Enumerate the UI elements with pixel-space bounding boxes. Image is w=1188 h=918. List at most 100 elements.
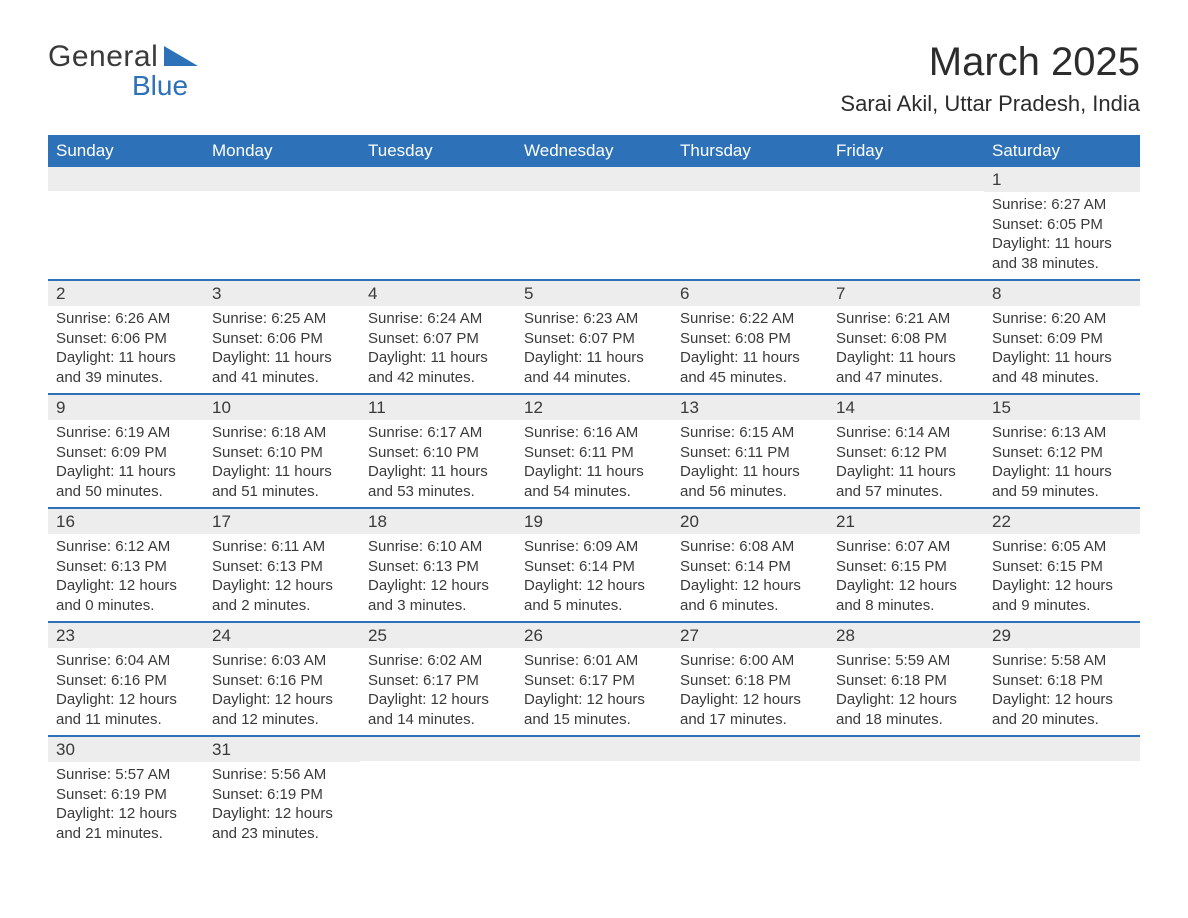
daylight-text: Daylight: 11 hours and 57 minutes. bbox=[836, 462, 976, 501]
day-number: 12 bbox=[516, 395, 672, 420]
sunrise-text: Sunrise: 6:04 AM bbox=[56, 651, 196, 671]
empty-daynum bbox=[984, 737, 1140, 761]
day-number: 7 bbox=[828, 281, 984, 306]
sunset-text: Sunset: 6:13 PM bbox=[212, 557, 352, 577]
calendar-cell: 26Sunrise: 6:01 AMSunset: 6:17 PMDayligh… bbox=[516, 622, 672, 736]
daylight-text: Daylight: 12 hours and 11 minutes. bbox=[56, 690, 196, 729]
day-number: 9 bbox=[48, 395, 204, 420]
sunrise-text: Sunrise: 6:17 AM bbox=[368, 423, 508, 443]
sunrise-text: Sunrise: 6:09 AM bbox=[524, 537, 664, 557]
day-number: 14 bbox=[828, 395, 984, 420]
empty-daynum bbox=[204, 167, 360, 191]
sunrise-text: Sunrise: 6:19 AM bbox=[56, 423, 196, 443]
weekday-header: Sunday bbox=[48, 135, 204, 167]
calendar-week-row: 9Sunrise: 6:19 AMSunset: 6:09 PMDaylight… bbox=[48, 394, 1140, 508]
day-details: Sunrise: 6:00 AMSunset: 6:18 PMDaylight:… bbox=[672, 648, 828, 735]
daylight-text: Daylight: 12 hours and 0 minutes. bbox=[56, 576, 196, 615]
daylight-text: Daylight: 11 hours and 45 minutes. bbox=[680, 348, 820, 387]
day-details: Sunrise: 6:08 AMSunset: 6:14 PMDaylight:… bbox=[672, 534, 828, 621]
daylight-text: Daylight: 11 hours and 41 minutes. bbox=[212, 348, 352, 387]
daylight-text: Daylight: 11 hours and 44 minutes. bbox=[524, 348, 664, 387]
sunset-text: Sunset: 6:13 PM bbox=[56, 557, 196, 577]
sunset-text: Sunset: 6:15 PM bbox=[836, 557, 976, 577]
day-number: 20 bbox=[672, 509, 828, 534]
sunrise-text: Sunrise: 6:14 AM bbox=[836, 423, 976, 443]
sunrise-text: Sunrise: 6:23 AM bbox=[524, 309, 664, 329]
day-details: Sunrise: 6:02 AMSunset: 6:17 PMDaylight:… bbox=[360, 648, 516, 735]
sunrise-text: Sunrise: 6:13 AM bbox=[992, 423, 1132, 443]
sunset-text: Sunset: 6:08 PM bbox=[680, 329, 820, 349]
day-number: 21 bbox=[828, 509, 984, 534]
sunset-text: Sunset: 6:16 PM bbox=[212, 671, 352, 691]
calendar-cell: 18Sunrise: 6:10 AMSunset: 6:13 PMDayligh… bbox=[360, 508, 516, 622]
daylight-text: Daylight: 11 hours and 48 minutes. bbox=[992, 348, 1132, 387]
sunrise-text: Sunrise: 6:27 AM bbox=[992, 195, 1132, 215]
sunset-text: Sunset: 6:18 PM bbox=[836, 671, 976, 691]
sunset-text: Sunset: 6:05 PM bbox=[992, 215, 1132, 235]
day-number: 1 bbox=[984, 167, 1140, 192]
calendar-cell bbox=[204, 167, 360, 280]
day-details: Sunrise: 6:17 AMSunset: 6:10 PMDaylight:… bbox=[360, 420, 516, 507]
calendar-cell: 6Sunrise: 6:22 AMSunset: 6:08 PMDaylight… bbox=[672, 280, 828, 394]
empty-daynum bbox=[672, 167, 828, 191]
daylight-text: Daylight: 12 hours and 17 minutes. bbox=[680, 690, 820, 729]
daylight-text: Daylight: 12 hours and 15 minutes. bbox=[524, 690, 664, 729]
calendar-cell bbox=[516, 167, 672, 280]
sunrise-text: Sunrise: 6:21 AM bbox=[836, 309, 976, 329]
sunrise-text: Sunrise: 6:08 AM bbox=[680, 537, 820, 557]
calendar-cell bbox=[828, 736, 984, 849]
logo-text-general: General bbox=[48, 40, 158, 74]
sunrise-text: Sunrise: 5:57 AM bbox=[56, 765, 196, 785]
sunset-text: Sunset: 6:06 PM bbox=[56, 329, 196, 349]
daylight-text: Daylight: 11 hours and 38 minutes. bbox=[992, 234, 1132, 273]
month-title: March 2025 bbox=[840, 40, 1140, 85]
empty-daynum bbox=[672, 737, 828, 761]
daylight-text: Daylight: 12 hours and 3 minutes. bbox=[368, 576, 508, 615]
day-number: 30 bbox=[48, 737, 204, 762]
sunset-text: Sunset: 6:14 PM bbox=[680, 557, 820, 577]
calendar-cell bbox=[360, 736, 516, 849]
sunset-text: Sunset: 6:11 PM bbox=[524, 443, 664, 463]
day-details: Sunrise: 6:21 AMSunset: 6:08 PMDaylight:… bbox=[828, 306, 984, 393]
day-number: 31 bbox=[204, 737, 360, 762]
calendar-cell: 30Sunrise: 5:57 AMSunset: 6:19 PMDayligh… bbox=[48, 736, 204, 849]
calendar-cell: 21Sunrise: 6:07 AMSunset: 6:15 PMDayligh… bbox=[828, 508, 984, 622]
day-details: Sunrise: 6:03 AMSunset: 6:16 PMDaylight:… bbox=[204, 648, 360, 735]
daylight-text: Daylight: 11 hours and 56 minutes. bbox=[680, 462, 820, 501]
sunset-text: Sunset: 6:12 PM bbox=[836, 443, 976, 463]
day-number: 29 bbox=[984, 623, 1140, 648]
sunset-text: Sunset: 6:12 PM bbox=[992, 443, 1132, 463]
calendar-cell: 16Sunrise: 6:12 AMSunset: 6:13 PMDayligh… bbox=[48, 508, 204, 622]
daylight-text: Daylight: 12 hours and 9 minutes. bbox=[992, 576, 1132, 615]
sunrise-text: Sunrise: 6:11 AM bbox=[212, 537, 352, 557]
sunrise-text: Sunrise: 6:07 AM bbox=[836, 537, 976, 557]
day-number: 3 bbox=[204, 281, 360, 306]
empty-daynum bbox=[516, 737, 672, 761]
sunrise-text: Sunrise: 6:05 AM bbox=[992, 537, 1132, 557]
day-details: Sunrise: 5:56 AMSunset: 6:19 PMDaylight:… bbox=[204, 762, 360, 849]
calendar-cell: 5Sunrise: 6:23 AMSunset: 6:07 PMDaylight… bbox=[516, 280, 672, 394]
daylight-text: Daylight: 12 hours and 18 minutes. bbox=[836, 690, 976, 729]
calendar-cell: 25Sunrise: 6:02 AMSunset: 6:17 PMDayligh… bbox=[360, 622, 516, 736]
daylight-text: Daylight: 11 hours and 59 minutes. bbox=[992, 462, 1132, 501]
calendar-cell bbox=[984, 736, 1140, 849]
sunrise-text: Sunrise: 6:12 AM bbox=[56, 537, 196, 557]
sunset-text: Sunset: 6:19 PM bbox=[212, 785, 352, 805]
calendar-cell: 27Sunrise: 6:00 AMSunset: 6:18 PMDayligh… bbox=[672, 622, 828, 736]
day-number: 27 bbox=[672, 623, 828, 648]
sunset-text: Sunset: 6:14 PM bbox=[524, 557, 664, 577]
header-block: General Blue March 2025 Sarai Akil, Utta… bbox=[48, 40, 1140, 117]
daylight-text: Daylight: 12 hours and 14 minutes. bbox=[368, 690, 508, 729]
sunrise-text: Sunrise: 6:01 AM bbox=[524, 651, 664, 671]
daylight-text: Daylight: 11 hours and 54 minutes. bbox=[524, 462, 664, 501]
day-number: 4 bbox=[360, 281, 516, 306]
calendar-cell: 31Sunrise: 5:56 AMSunset: 6:19 PMDayligh… bbox=[204, 736, 360, 849]
sunrise-text: Sunrise: 6:26 AM bbox=[56, 309, 196, 329]
calendar-cell: 13Sunrise: 6:15 AMSunset: 6:11 PMDayligh… bbox=[672, 394, 828, 508]
calendar-cell: 15Sunrise: 6:13 AMSunset: 6:12 PMDayligh… bbox=[984, 394, 1140, 508]
calendar-cell bbox=[48, 167, 204, 280]
calendar-cell: 28Sunrise: 5:59 AMSunset: 6:18 PMDayligh… bbox=[828, 622, 984, 736]
sunset-text: Sunset: 6:06 PM bbox=[212, 329, 352, 349]
calendar-cell: 14 Sunrise: 6:14 AMSunset: 6:12 PMDayligh… bbox=[828, 394, 984, 508]
day-number: 19 bbox=[516, 509, 672, 534]
